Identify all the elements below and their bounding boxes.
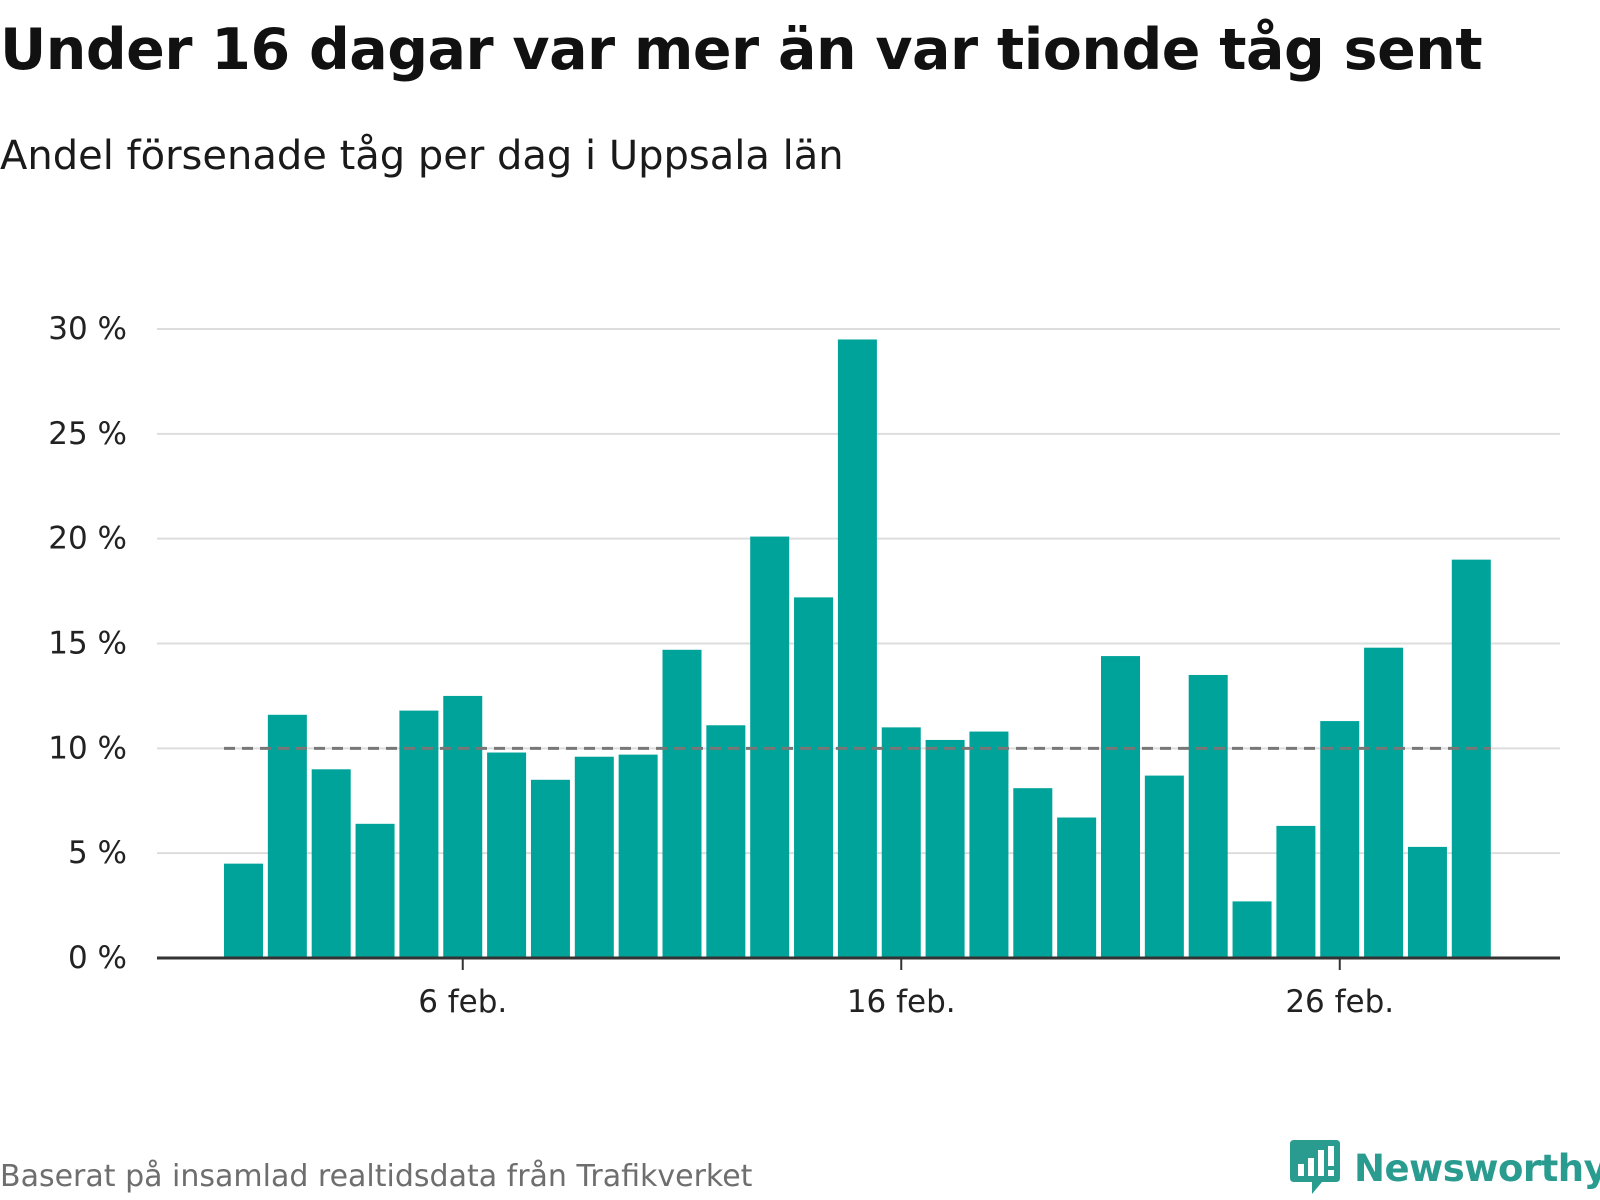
bar [1013, 788, 1053, 958]
y-tick-label: 20 % [48, 521, 127, 557]
brand-name: Newsworthy [1354, 1146, 1600, 1190]
bar [1057, 817, 1097, 958]
bar [224, 863, 263, 958]
chart-subtitle: Andel försenade tåg per dag i Uppsala lä… [0, 133, 844, 179]
y-tick-label: 5 % [68, 835, 127, 871]
y-tick-label: 30 % [48, 311, 127, 347]
x-tick-label: 16 feb. [847, 984, 956, 1020]
bar [311, 769, 351, 958]
y-axis-tick-labels: 0 % 5 % 10 % 15 % 20 % 25 % 30 % [48, 311, 127, 976]
bar [1101, 656, 1140, 958]
y-tick-label: 10 % [48, 730, 127, 766]
y-tick-label: 25 % [48, 416, 127, 452]
chart-title: Under 16 dagar var mer än var tionde tåg… [0, 17, 1483, 83]
x-tick-label: 26 feb. [1285, 984, 1394, 1020]
bar [1188, 674, 1228, 958]
bar [355, 823, 395, 958]
y-tick-label: 0 % [68, 940, 127, 976]
y-tick-label: 15 % [48, 626, 127, 662]
bar [925, 739, 965, 958]
x-tick-label: 6 feb. [418, 984, 507, 1020]
bar [1276, 825, 1316, 958]
bar [1407, 846, 1447, 958]
bar [399, 710, 439, 958]
bar [530, 779, 570, 958]
bar-chart: 0 % 5 % 10 % 15 % 20 % 25 % 30 % 6 feb. 16 feb.… [48, 311, 1560, 1020]
bar [794, 597, 834, 958]
bar [574, 756, 614, 958]
bar [1364, 647, 1404, 958]
bar [1144, 775, 1184, 958]
bar [881, 727, 921, 958]
bar [443, 695, 483, 958]
bar [969, 731, 1009, 958]
bar [1451, 559, 1491, 958]
source-note: Baserat på insamlad realtidsdata från Tr… [0, 1159, 753, 1194]
bars [224, 339, 1491, 958]
x-axis [157, 956, 1560, 970]
newsworthy-logo-icon [1290, 1140, 1340, 1194]
bar [267, 714, 307, 958]
bar [706, 725, 746, 958]
bar [1320, 721, 1360, 958]
bar [487, 752, 527, 958]
bar [618, 754, 658, 958]
bar [1232, 901, 1272, 958]
brand-logo: Newsworthy [1290, 1140, 1600, 1196]
x-axis-tick-labels: 6 feb. 16 feb. 26 feb. [418, 984, 1394, 1020]
bar [662, 649, 702, 958]
bar [837, 339, 877, 958]
